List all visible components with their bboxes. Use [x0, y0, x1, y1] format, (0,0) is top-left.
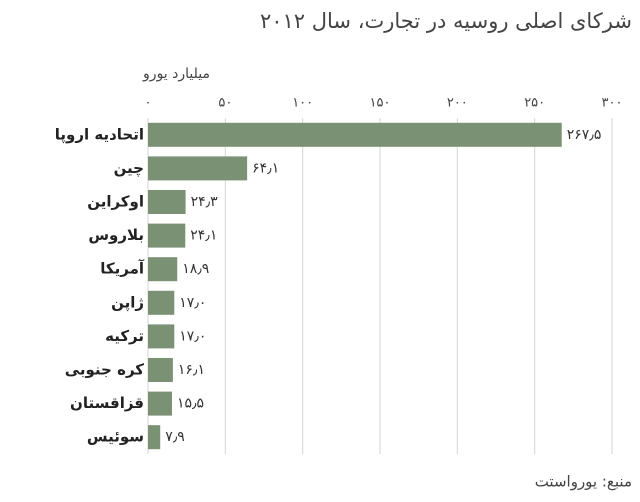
bar [148, 358, 173, 382]
value-label: ۲۴٫۳ [191, 194, 219, 210]
value-label: ۶۴٫۱ [252, 160, 279, 176]
category-label: قزاقستان [70, 394, 144, 412]
x-tick-label: ۱۰۰ [292, 96, 313, 111]
bar [148, 122, 562, 147]
x-tick-label: ۱۵۰ [370, 96, 391, 111]
category-label: بلاروس [88, 226, 144, 244]
bar [148, 391, 172, 416]
category-label: ژاپن [111, 293, 144, 312]
x-tick-label: ۰ [145, 96, 152, 111]
category-label: آمریکا [100, 260, 145, 278]
bar [148, 223, 186, 248]
bar [148, 290, 175, 315]
bar [148, 190, 186, 214]
category-label: ترکیه [105, 327, 144, 345]
bar [148, 156, 248, 181]
value-label: ۱۸٫۹ [182, 261, 209, 277]
value-label: ۱۷٫۰ [179, 295, 206, 311]
value-label: ۲۶۷٫۵ [567, 127, 602, 143]
category-label: کره جنوبی [65, 361, 145, 379]
category-label: سوئیس [87, 428, 144, 446]
value-label: ۲۴٫۱ [190, 228, 217, 244]
value-label: ۱۵٫۵ [177, 396, 204, 412]
value-label: ۷٫۹ [165, 429, 185, 445]
source: منبع: یورواستت [535, 473, 632, 491]
value-label: ۱۶٫۱ [178, 362, 205, 378]
axis-label: میلیارد یورو [142, 66, 210, 82]
bar [148, 324, 175, 349]
x-tick-label: ۵۰ [218, 96, 232, 111]
bar [148, 425, 161, 450]
x-tick-label: ۲۵۰ [524, 96, 545, 111]
bar [148, 257, 178, 282]
chart-title: شرکای اصلی روسیه در تجارت، سال ۲۰۱۲ [260, 9, 632, 33]
x-tick-label: ۲۰۰ [447, 96, 468, 111]
x-tick-label: ۳۰۰ [602, 96, 623, 111]
value-label: ۱۷٫۰ [179, 328, 206, 344]
category-label: چین [114, 159, 144, 178]
category-label: اوکراین [87, 193, 144, 211]
category-label: اتحادیه اروپا [55, 125, 144, 144]
